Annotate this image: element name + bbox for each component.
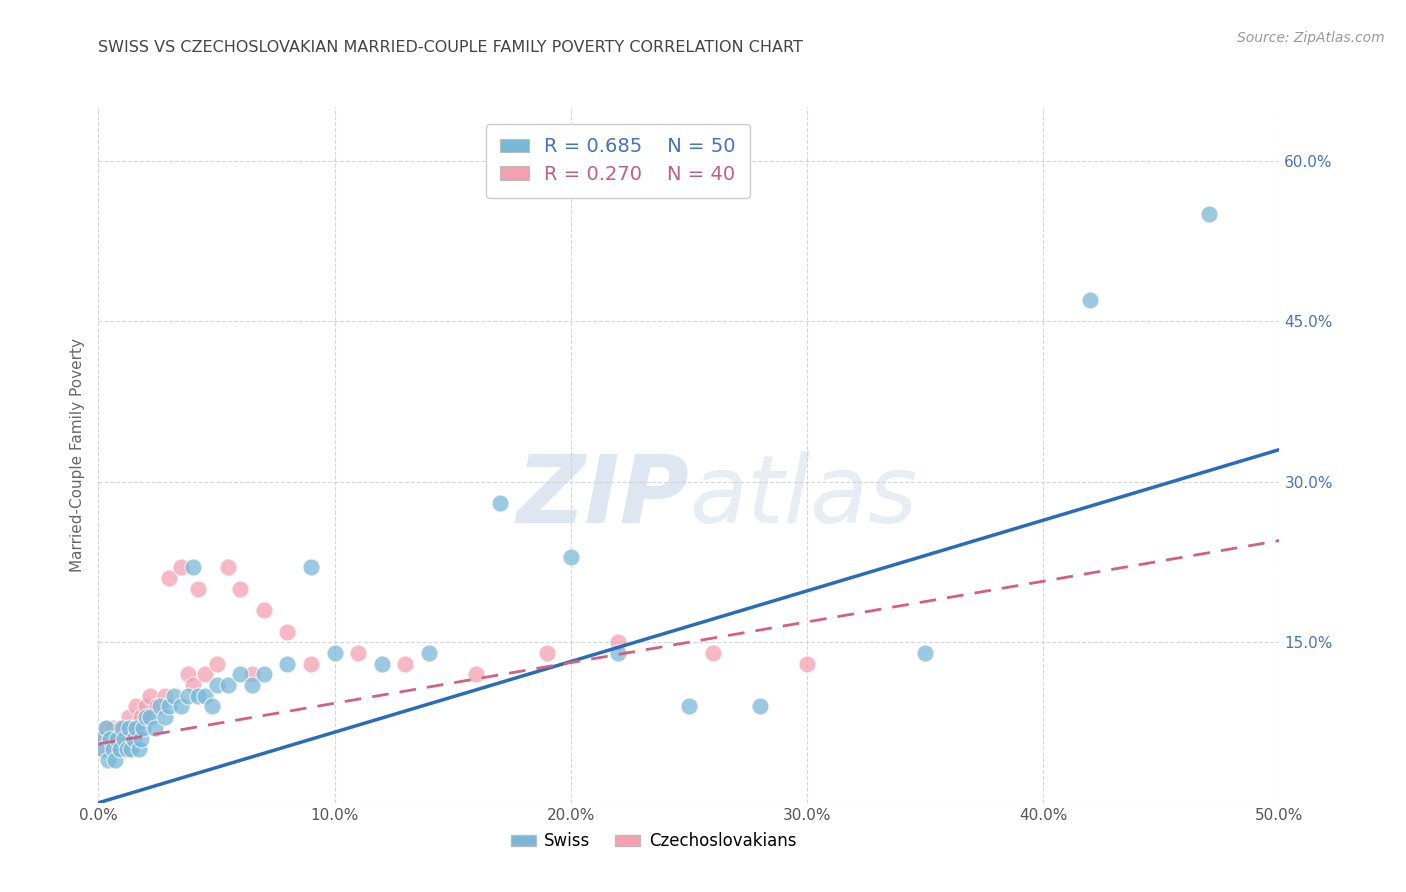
Point	[187, 582, 209, 596]
Point	[489, 496, 512, 510]
Point	[143, 721, 166, 735]
Legend: Swiss, Czechoslovakians: Swiss, Czechoslovakians	[505, 826, 803, 857]
Point	[94, 721, 117, 735]
Point	[702, 646, 724, 660]
Point	[112, 731, 135, 746]
Point	[97, 753, 120, 767]
Point	[194, 689, 217, 703]
Point	[128, 742, 150, 756]
Point	[125, 699, 148, 714]
Point	[104, 731, 127, 746]
Point	[146, 699, 169, 714]
Point	[201, 699, 224, 714]
Point	[394, 657, 416, 671]
Point	[796, 657, 818, 671]
Point	[194, 667, 217, 681]
Point	[132, 721, 155, 735]
Point	[465, 667, 488, 681]
Point	[101, 742, 124, 756]
Point	[118, 721, 141, 735]
Point	[229, 667, 252, 681]
Point	[105, 742, 128, 756]
Point	[253, 603, 276, 617]
Point	[125, 721, 148, 735]
Point	[112, 721, 135, 735]
Text: atlas: atlas	[689, 451, 917, 542]
Point	[104, 753, 127, 767]
Point	[299, 657, 322, 671]
Point	[678, 699, 700, 714]
Point	[101, 721, 124, 735]
Point	[181, 560, 204, 574]
Text: Source: ZipAtlas.com: Source: ZipAtlas.com	[1237, 31, 1385, 45]
Point	[1198, 207, 1220, 221]
Point	[163, 689, 186, 703]
Point	[217, 560, 239, 574]
Point	[276, 657, 298, 671]
Point	[607, 646, 630, 660]
Point	[90, 731, 112, 746]
Point	[240, 678, 263, 692]
Point	[129, 710, 152, 724]
Point	[139, 710, 162, 724]
Point	[347, 646, 370, 660]
Point	[240, 667, 263, 681]
Point	[157, 571, 180, 585]
Point	[91, 742, 114, 756]
Point	[97, 742, 120, 756]
Point	[177, 689, 200, 703]
Point	[108, 742, 131, 756]
Y-axis label: Married-Couple Family Poverty: Married-Couple Family Poverty	[70, 338, 86, 572]
Point	[149, 699, 172, 714]
Point	[418, 646, 440, 660]
Point	[94, 721, 117, 735]
Point	[108, 721, 131, 735]
Point	[121, 742, 143, 756]
Point	[607, 635, 630, 649]
Point	[115, 742, 138, 756]
Point	[276, 624, 298, 639]
Point	[115, 731, 138, 746]
Text: ZIP: ZIP	[516, 450, 689, 542]
Point	[122, 721, 145, 735]
Point	[111, 721, 134, 735]
Point	[217, 678, 239, 692]
Point	[170, 560, 193, 574]
Point	[914, 646, 936, 660]
Point	[323, 646, 346, 660]
Point	[177, 667, 200, 681]
Point	[98, 731, 121, 746]
Point	[560, 549, 582, 564]
Point	[205, 678, 228, 692]
Point	[90, 731, 112, 746]
Point	[153, 710, 176, 724]
Point	[229, 582, 252, 596]
Point	[187, 689, 209, 703]
Point	[1080, 293, 1102, 307]
Point	[536, 646, 558, 660]
Text: SWISS VS CZECHOSLOVAKIAN MARRIED-COUPLE FAMILY POVERTY CORRELATION CHART: SWISS VS CZECHOSLOVAKIAN MARRIED-COUPLE …	[98, 40, 803, 55]
Point	[118, 710, 141, 724]
Point	[153, 689, 176, 703]
Point	[299, 560, 322, 574]
Point	[748, 699, 770, 714]
Point	[170, 699, 193, 714]
Point	[139, 689, 162, 703]
Point	[135, 710, 157, 724]
Point	[135, 699, 157, 714]
Point	[98, 731, 121, 746]
Point	[105, 731, 128, 746]
Point	[157, 699, 180, 714]
Point	[111, 731, 134, 746]
Point	[371, 657, 394, 671]
Point	[91, 742, 114, 756]
Point	[205, 657, 228, 671]
Point	[181, 678, 204, 692]
Point	[129, 731, 152, 746]
Point	[253, 667, 276, 681]
Point	[122, 731, 145, 746]
